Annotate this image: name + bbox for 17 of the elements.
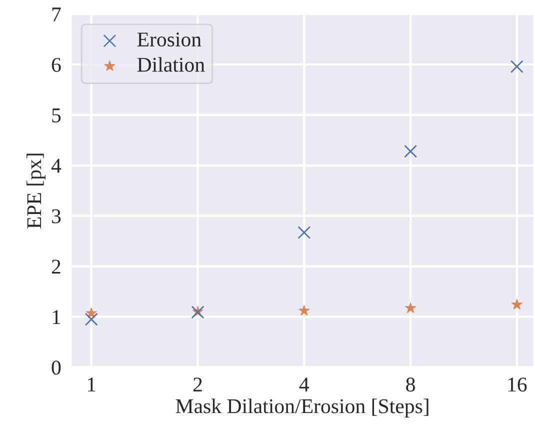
x-tick-label: 8 [406,378,415,392]
y-tick-label: 7 [52,8,61,22]
x-tick-label: 16 [508,378,527,392]
y-tick-label: 1 [52,310,60,324]
y-tick-label: 2 [52,260,60,274]
y-tick-label: 5 [52,108,61,122]
x-tick-label: 4 [299,378,310,392]
y-tick-label: 6 [52,58,61,72]
x-axis-title: Mask Dilation/Erosion [Steps] [176,398,428,418]
y-tick-label: 4 [51,158,62,173]
y-tick-label: 0 [52,360,61,375]
legend-label: Dilation [137,57,205,72]
y-axis-title: EPE [px] [26,154,46,229]
legend-label: Erosion [137,32,202,47]
x-tick-label: 1 [88,378,96,392]
x-tick-label: 2 [193,378,202,392]
y-tick-label: 3 [52,209,61,224]
